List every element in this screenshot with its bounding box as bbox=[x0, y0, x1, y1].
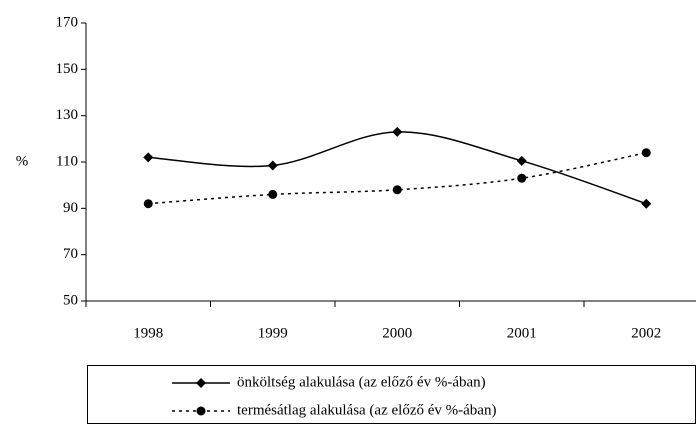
marker bbox=[143, 152, 154, 163]
marker bbox=[641, 198, 652, 209]
marker bbox=[641, 148, 651, 158]
marker bbox=[392, 126, 403, 137]
marker bbox=[268, 189, 278, 199]
y-tick-label: 170 bbox=[56, 14, 79, 30]
legend-label: önköltség alakulása (az előző év %-ában) bbox=[237, 374, 486, 390]
legend-label: termésátlag alakulása (az előző év %-ába… bbox=[237, 402, 496, 418]
x-tick-label: 2002 bbox=[631, 325, 661, 341]
y-tick-label: 70 bbox=[63, 246, 78, 262]
x-tick-label: 2000 bbox=[382, 325, 412, 341]
marker bbox=[517, 173, 527, 183]
marker bbox=[196, 406, 206, 416]
y-tick-label: 110 bbox=[56, 153, 78, 169]
y-tick-label: 130 bbox=[56, 107, 79, 123]
marker bbox=[143, 199, 153, 209]
x-tick-label: 1998 bbox=[133, 325, 163, 341]
marker bbox=[267, 160, 278, 171]
y-tick-label: 90 bbox=[63, 200, 78, 216]
marker bbox=[392, 185, 402, 195]
x-tick-label: 1999 bbox=[258, 325, 288, 341]
y-tick-label: 50 bbox=[63, 292, 78, 308]
marker bbox=[516, 155, 527, 166]
y-axis-label: % bbox=[16, 153, 29, 169]
series-line bbox=[148, 151, 647, 205]
marker bbox=[196, 378, 206, 388]
y-tick-label: 150 bbox=[56, 61, 79, 77]
x-tick-label: 2001 bbox=[507, 325, 537, 341]
